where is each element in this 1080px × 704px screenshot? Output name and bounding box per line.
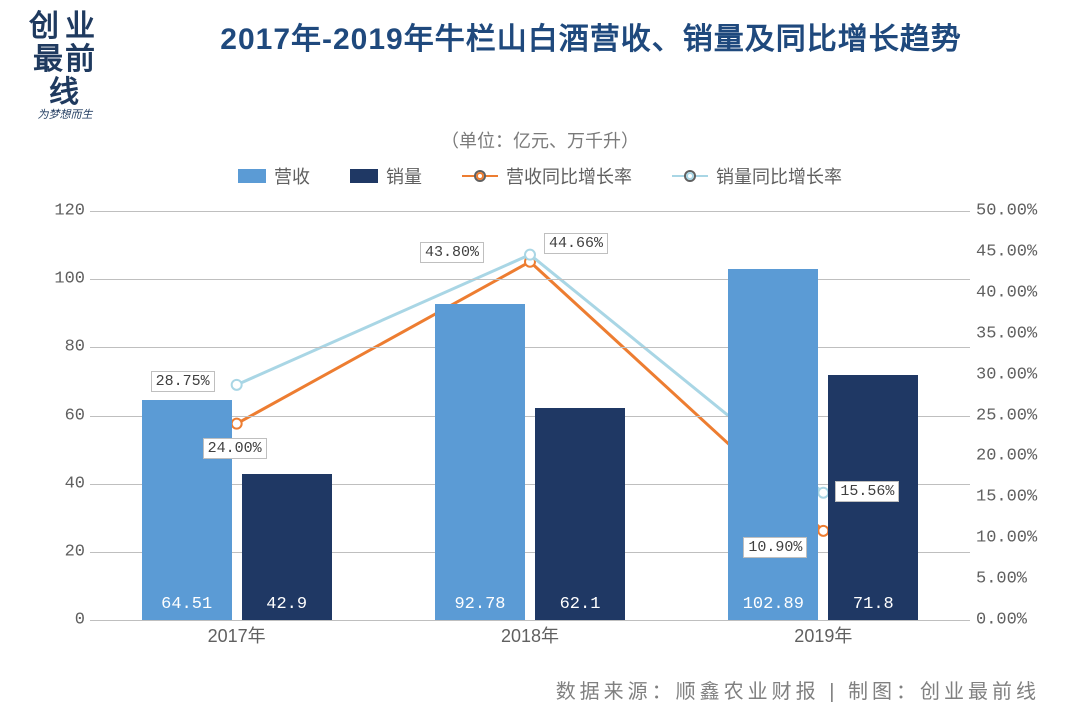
chart-footer: 数据来源：顺鑫农业财报 | 制图：创业最前线 <box>0 661 1080 704</box>
ytick-right: 10.00% <box>976 529 1048 548</box>
legend-revenue: 营收 <box>238 163 310 189</box>
logo-line1: 创业 <box>20 10 110 43</box>
bar-volume-label: 62.1 <box>535 595 625 614</box>
plot-area: 0204060801001200.00%5.00%10.00%15.00%20.… <box>90 211 970 621</box>
bar-volume: 42.9 <box>242 474 332 620</box>
xtick: 2018年 <box>501 622 559 648</box>
ytick-left: 60 <box>40 406 85 425</box>
volume-growth-swatch <box>672 175 708 177</box>
ytick-left: 40 <box>40 474 85 493</box>
ytick-right: 0.00% <box>976 611 1048 630</box>
ytick-left: 100 <box>40 270 85 289</box>
legend-volume-label: 销量 <box>386 163 422 189</box>
legend-volume-growth: 销量同比增长率 <box>672 163 842 189</box>
brand-logo: 创业 最前线 为梦想而生 <box>20 10 110 121</box>
ytick-right: 35.00% <box>976 324 1048 343</box>
bar-revenue-label: 92.78 <box>435 595 525 614</box>
chart-subtitle: （单位：亿元、万千升） <box>0 127 1080 153</box>
bar-revenue-label: 102.89 <box>728 595 818 614</box>
xtick: 2017年 <box>208 622 266 648</box>
logo-tagline: 为梦想而生 <box>20 109 110 121</box>
legend-volume: 销量 <box>350 163 422 189</box>
volume-growth-marker <box>525 250 535 260</box>
legend-revenue-growth-label: 营收同比增长率 <box>506 163 632 189</box>
grid-line <box>90 211 970 212</box>
chart-area: 0 20 40 60 80 100 120 0.00% 5.00% 10.00% 15.00% 20.… <box>30 201 1050 661</box>
legend: 营收 销量 营收同比增长率 销量同比增长率 <box>0 163 1080 189</box>
xtick: 2019年 <box>794 622 852 648</box>
revenue-growth-marker <box>818 526 828 536</box>
volume-growth-marker <box>232 380 242 390</box>
revenue-growth-label: 24.00% <box>203 438 267 459</box>
volume-growth-marker <box>818 488 828 498</box>
revenue-growth-swatch <box>462 175 498 177</box>
bar-revenue: 64.51 <box>142 400 232 620</box>
bar-volume-label: 71.8 <box>828 595 918 614</box>
volume-growth-label: 15.56% <box>835 481 899 502</box>
ytick-right: 45.00% <box>976 242 1048 261</box>
ytick-left: 80 <box>40 338 85 357</box>
bar-revenue: 92.78 <box>435 304 525 620</box>
revenue-growth-label: 10.90% <box>743 537 807 558</box>
revenue-swatch <box>238 169 266 183</box>
volume-growth-label: 44.66% <box>544 233 608 254</box>
bar-volume-label: 42.9 <box>242 595 332 614</box>
logo-line2: 最前线 <box>20 43 110 109</box>
header: 创业 最前线 为梦想而生 2017年-2019年牛栏山白酒营收、销量及同比增长趋… <box>0 0 1080 121</box>
ytick-left: 20 <box>40 542 85 561</box>
bar-revenue: 102.89 <box>728 269 818 620</box>
legend-revenue-growth: 营收同比增长率 <box>462 163 632 189</box>
revenue-growth-label: 43.80% <box>420 242 484 263</box>
grid-line <box>90 347 970 348</box>
grid-line <box>90 279 970 280</box>
chart-title: 2017年-2019年牛栏山白酒营收、销量及同比增长趋势 <box>122 10 1060 58</box>
volume-growth-label: 28.75% <box>151 371 215 392</box>
volume-swatch <box>350 169 378 183</box>
bar-revenue-label: 64.51 <box>142 595 232 614</box>
ytick-left: 0 <box>40 611 85 630</box>
ytick-right: 50.00% <box>976 202 1048 221</box>
ytick-right: 25.00% <box>976 406 1048 425</box>
ytick-right: 5.00% <box>976 570 1048 589</box>
legend-revenue-label: 营收 <box>274 163 310 189</box>
ytick-right: 30.00% <box>976 365 1048 384</box>
ytick-right: 15.00% <box>976 488 1048 507</box>
ytick-right: 40.00% <box>976 283 1048 302</box>
bar-volume: 62.1 <box>535 408 625 620</box>
ytick-left: 120 <box>40 202 85 221</box>
ytick-right: 20.00% <box>976 447 1048 466</box>
revenue-growth-marker <box>525 257 535 267</box>
revenue-growth-marker <box>232 419 242 429</box>
legend-volume-growth-label: 销量同比增长率 <box>716 163 842 189</box>
